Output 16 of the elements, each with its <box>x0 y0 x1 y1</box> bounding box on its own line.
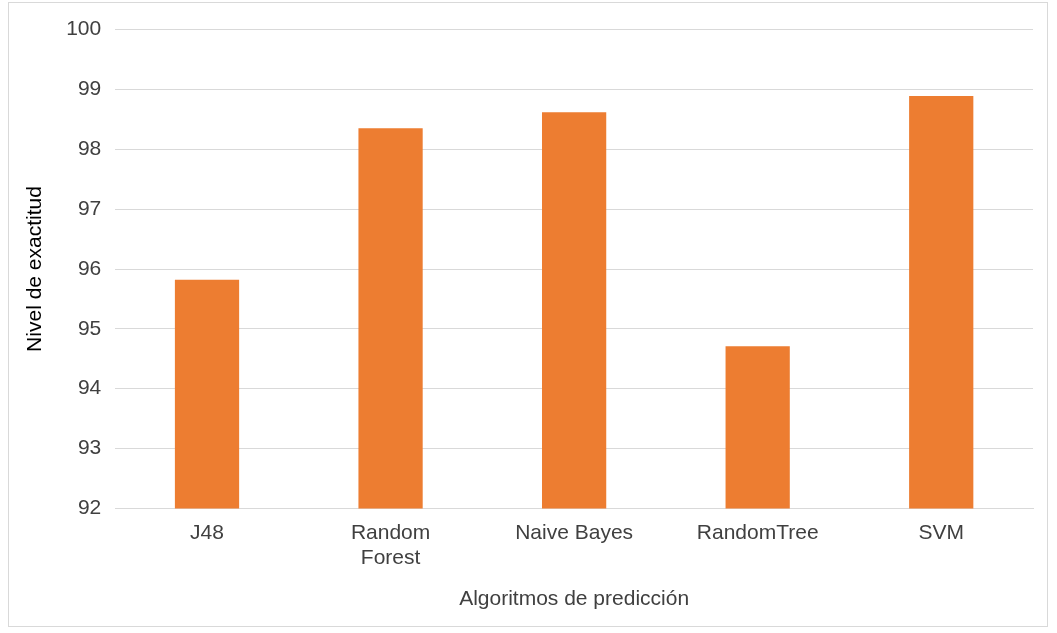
y-tick-label: 98 <box>77 136 102 160</box>
y-tick-label: 93 <box>77 435 102 459</box>
y-tick-label: 94 <box>77 375 102 399</box>
y-tick-label: 95 <box>77 315 102 339</box>
y-tick-label: 99 <box>77 76 102 100</box>
x-tick-label: J48 <box>190 519 224 543</box>
y-tick-label: 97 <box>77 195 102 219</box>
y-tick-label: 92 <box>77 495 102 519</box>
y-tick-label: 96 <box>77 255 102 279</box>
y-tick-label: 100 <box>66 16 102 40</box>
x-tick-label: RandomTree <box>696 519 819 543</box>
x-tick-label: SVM <box>918 519 964 543</box>
y-axis-title: Nivel de exactitud <box>22 186 46 352</box>
x-tick-label: Naive Bayes <box>515 519 634 543</box>
x-tick-label: Random Forest <box>350 519 431 568</box>
x-axis-title: Algoritmos de predicción <box>459 586 690 610</box>
